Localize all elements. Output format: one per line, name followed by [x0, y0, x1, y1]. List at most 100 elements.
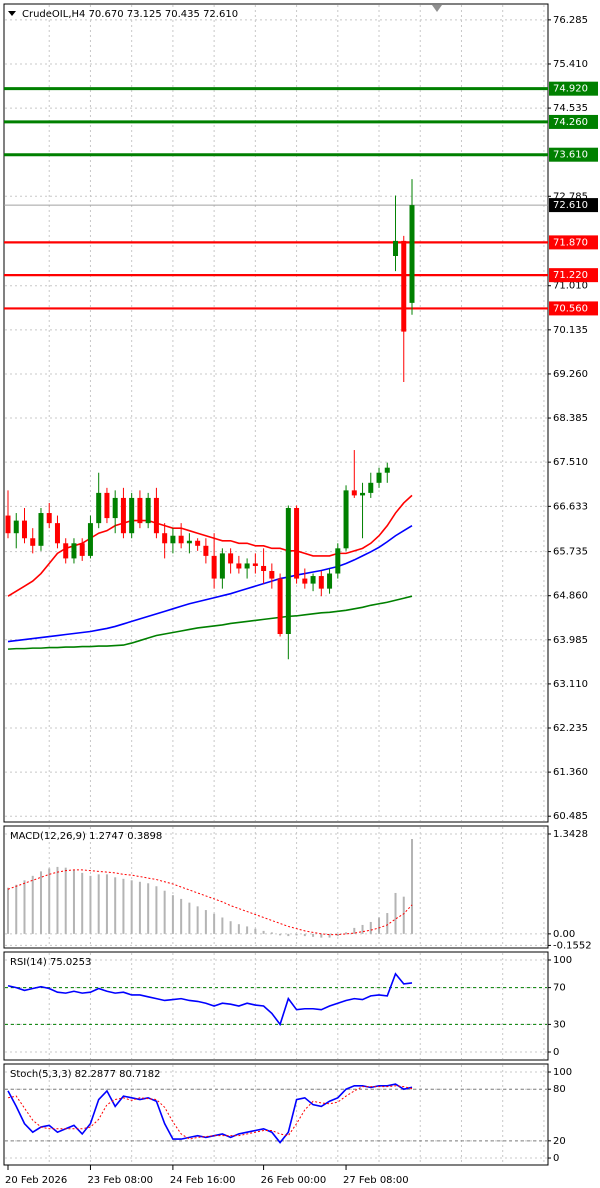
- candle-body: [178, 535, 184, 544]
- candle-body: [277, 578, 283, 635]
- histogram-bar: [105, 874, 108, 934]
- y-tick-label: 64.860: [553, 591, 588, 602]
- x-tick-label: 23 Feb 08:00: [87, 1175, 153, 1186]
- histogram-bar: [23, 880, 26, 934]
- histogram-bar: [221, 917, 224, 934]
- candle-body: [71, 543, 77, 559]
- y-tick-label: 0.00: [553, 929, 575, 940]
- indicator-line: [7, 595, 413, 650]
- y-tick-label: 70: [553, 983, 566, 994]
- histogram-bar: [303, 933, 306, 937]
- y-tick-label: 61.360: [553, 767, 588, 778]
- menu-arrow[interactable]: [8, 11, 16, 16]
- candle-body: [318, 576, 324, 589]
- candle-body: [335, 548, 341, 574]
- histogram-bar: [287, 933, 290, 937]
- candle-body: [327, 573, 333, 589]
- histogram-bar: [48, 868, 51, 934]
- candle-body: [285, 508, 291, 635]
- indicator-line: [7, 869, 413, 936]
- candle-body: [244, 563, 250, 569]
- level-label: 71.220: [553, 270, 588, 281]
- candle-body: [5, 515, 11, 534]
- histogram-bar: [279, 933, 282, 936]
- level-label-box: [549, 268, 598, 283]
- y-tick-label: 0: [553, 1153, 559, 1164]
- histogram-bar: [39, 871, 42, 934]
- histogram-bar: [155, 886, 158, 934]
- histogram-bar: [320, 933, 323, 938]
- panel-frame: [3, 3, 549, 823]
- level-label: 74.260: [553, 117, 588, 128]
- panel-frame: [3, 825, 549, 949]
- candle-body: [409, 205, 415, 303]
- indicator-line: [7, 524, 413, 643]
- y-tick-label: 63.985: [553, 635, 588, 646]
- histogram-bar: [213, 913, 216, 934]
- histogram-bar: [114, 877, 117, 934]
- level-label-box: [549, 81, 598, 96]
- candle-body: [401, 240, 407, 332]
- shift-marker[interactable]: [432, 5, 442, 12]
- x-tick-label: 26 Feb 00:00: [261, 1175, 327, 1186]
- histogram-bar: [163, 890, 166, 934]
- candle-body: [294, 508, 300, 579]
- y-tick-label: 76.285: [553, 15, 588, 26]
- candle-body: [120, 497, 126, 534]
- x-tick-label: 24 Feb 16:00: [170, 1175, 236, 1186]
- candle-body: [104, 492, 110, 519]
- histogram-bar: [345, 932, 348, 934]
- histogram-bar: [196, 906, 199, 934]
- y-tick-label: 30: [553, 1019, 566, 1030]
- y-tick-label: 72.785: [553, 191, 588, 202]
- y-tick-label: 0: [553, 1047, 559, 1058]
- panel-title: Stoch(5,3,3) 82.2877 80.7182: [10, 1069, 161, 1080]
- candle-body: [252, 563, 258, 566]
- histogram-bar: [336, 933, 339, 937]
- candle-body: [112, 497, 118, 519]
- candle-body: [137, 497, 143, 524]
- candle-body: [162, 533, 168, 544]
- histogram-bar: [64, 867, 67, 934]
- candle-body: [211, 555, 217, 579]
- last-price-box: [549, 198, 598, 213]
- level-label: 71.870: [553, 237, 588, 248]
- histogram-bar: [295, 933, 298, 936]
- level-label: 70.560: [553, 303, 588, 314]
- y-tick-label: 80: [553, 1084, 566, 1095]
- histogram-bar: [402, 896, 405, 934]
- histogram-bar: [246, 926, 249, 934]
- last-price-label: 72.610: [553, 200, 588, 211]
- histogram-bar: [72, 869, 75, 934]
- candle-body: [310, 576, 316, 584]
- indicator-line: [7, 1083, 413, 1144]
- candle-body: [170, 535, 176, 544]
- candle-body: [203, 545, 209, 556]
- y-tick-label: -0.1552: [553, 940, 592, 951]
- candle-body: [96, 492, 102, 524]
- histogram-bar: [411, 839, 414, 934]
- level-label-box: [549, 114, 598, 129]
- level-label: 74.920: [553, 84, 588, 95]
- y-tick-label: 68.385: [553, 413, 588, 424]
- histogram-bar: [81, 872, 84, 934]
- panel-title: RSI(14) 75.0253: [10, 957, 91, 968]
- level-label-box: [549, 301, 598, 316]
- histogram-bar: [254, 928, 257, 934]
- candle-body: [63, 543, 69, 559]
- histogram-bar: [361, 924, 364, 934]
- x-tick-label: 27 Feb 08:00: [343, 1175, 409, 1186]
- y-tick-label: 66.633: [553, 501, 588, 512]
- y-tick-label: 67.510: [553, 457, 588, 468]
- panel-title: MACD(12,26,9) 1.2747 0.3898: [10, 831, 162, 842]
- y-tick-label: 1.3428: [553, 829, 588, 840]
- panel-frame: [3, 1063, 549, 1166]
- histogram-bar: [237, 924, 240, 934]
- histogram-bar: [262, 930, 265, 934]
- level-label-box: [549, 147, 598, 162]
- y-tick-label: 74.535: [553, 103, 588, 114]
- histogram-bar: [394, 892, 397, 934]
- candle-body: [13, 520, 19, 534]
- candle-body: [46, 513, 52, 524]
